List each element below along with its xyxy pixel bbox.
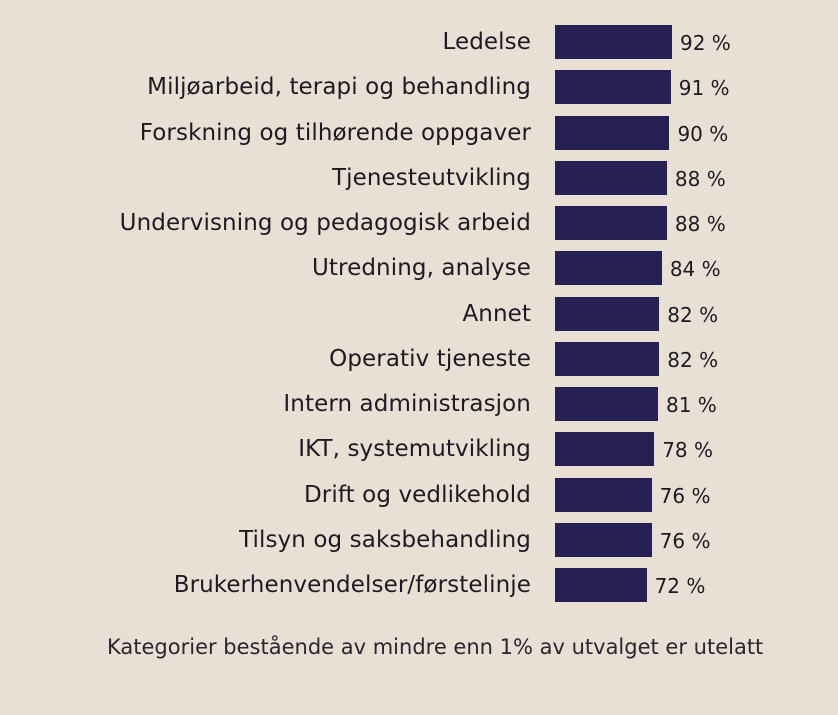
value-label: 78 % (662, 438, 713, 463)
value-label: 82 % (667, 347, 719, 372)
category-label: Utredning, analyse (311, 255, 531, 282)
bar (555, 522, 652, 557)
bar (555, 206, 667, 240)
category-label: Drift og vedlikehold (304, 481, 531, 508)
value-label: 76 % (659, 483, 711, 508)
bar-chart: Ledelse 92 % Miljøarbeid, terapi og behand… (119, 25, 731, 602)
bar (555, 341, 660, 376)
category-label: Undervisning og pedagogisk arbeid (119, 210, 531, 236)
value-label: 88 % (674, 212, 726, 236)
category-label: Ledelse (442, 29, 531, 55)
bar (555, 432, 655, 467)
value-label: 90 % (677, 121, 729, 146)
value-label: 76 % (659, 528, 711, 553)
category-label: IKT, systemutvikling (298, 436, 531, 463)
bar (555, 387, 658, 421)
category-label: Intern administrasjon (283, 391, 531, 417)
bar (555, 296, 660, 331)
bar (555, 251, 662, 286)
category-label: Miljøarbeid, terapi og behandling (147, 74, 531, 101)
bar (555, 160, 667, 195)
category-label: Operativ tjeneste (329, 345, 531, 372)
category-label: Brukerhenvendelser/førstelinje (173, 572, 531, 598)
footnote: Kategorier bestående av mindre enn 1% av… (107, 635, 764, 659)
value-label: 84 % (669, 257, 721, 282)
bar (555, 477, 652, 512)
value-label: 92 % (680, 31, 731, 55)
bar (555, 115, 670, 150)
value-label: 81 % (666, 393, 717, 417)
category-label: Tilsyn og saksbehandling (239, 526, 531, 553)
category-label: Forskning og tilhørende oppgaver (139, 119, 531, 146)
value-label: 82 % (667, 302, 719, 327)
bar (555, 568, 647, 602)
category-label: Annet (462, 300, 531, 327)
category-label: Tjenesteutvikling (331, 164, 531, 191)
bar (555, 25, 672, 59)
value-label: 72 % (654, 574, 706, 598)
bar (555, 70, 671, 105)
value-label: 91 % (678, 76, 730, 101)
value-label: 88 % (674, 166, 726, 191)
